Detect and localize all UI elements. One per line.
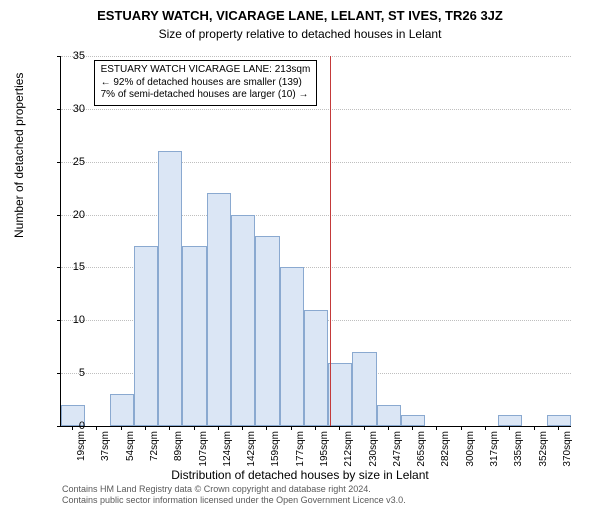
- ytick-label: 0: [55, 420, 85, 432]
- ytick-label: 30: [55, 103, 85, 115]
- ytick-label: 20: [55, 209, 85, 221]
- xtick-label: 72sqm: [149, 431, 160, 461]
- histogram-bar: [158, 151, 182, 426]
- xtick-mark: [315, 426, 316, 430]
- xtick-label: 300sqm: [465, 431, 476, 467]
- plot-region: [60, 56, 571, 427]
- xtick-label: 159sqm: [270, 431, 281, 467]
- xtick-label: 107sqm: [198, 431, 209, 467]
- xtick-label: 212sqm: [343, 431, 354, 467]
- ytick-label: 5: [55, 367, 85, 379]
- ytick-label: 25: [55, 156, 85, 168]
- xtick-label: 195sqm: [319, 431, 330, 467]
- xtick-mark: [121, 426, 122, 430]
- chart-area: ESTUARY WATCH VICARAGE LANE: 213sqm ← 92…: [60, 56, 570, 426]
- ytick-label: 35: [55, 50, 85, 62]
- gridline: [61, 215, 571, 216]
- histogram-bar: [377, 405, 401, 426]
- histogram-bar: [401, 415, 425, 426]
- xtick-mark: [339, 426, 340, 430]
- xtick-label: 89sqm: [173, 431, 184, 461]
- xtick-mark: [412, 426, 413, 430]
- xtick-mark: [388, 426, 389, 430]
- xtick-mark: [461, 426, 462, 430]
- xtick-label: 230sqm: [368, 431, 379, 467]
- histogram-bar: [182, 246, 206, 426]
- histogram-bar: [280, 267, 304, 426]
- xtick-label: 177sqm: [295, 431, 306, 467]
- xtick-label: 352sqm: [538, 431, 549, 467]
- xtick-label: 124sqm: [222, 431, 233, 467]
- gridline: [61, 56, 571, 57]
- xtick-mark: [485, 426, 486, 430]
- y-axis-label: Number of detached properties: [12, 73, 26, 238]
- xtick-mark: [266, 426, 267, 430]
- footer-attribution: Contains HM Land Registry data © Crown c…: [62, 484, 406, 506]
- xtick-label: 54sqm: [125, 431, 136, 461]
- xtick-mark: [291, 426, 292, 430]
- reference-annotation: ESTUARY WATCH VICARAGE LANE: 213sqm ← 92…: [94, 60, 318, 106]
- xtick-mark: [218, 426, 219, 430]
- xtick-mark: [364, 426, 365, 430]
- xtick-label: 370sqm: [562, 431, 573, 467]
- xtick-label: 142sqm: [246, 431, 257, 467]
- histogram-bar: [304, 310, 328, 426]
- gridline: [61, 109, 571, 110]
- xtick-label: 335sqm: [513, 431, 524, 467]
- histogram-bar: [207, 193, 231, 426]
- annot-line1: ESTUARY WATCH VICARAGE LANE: 213sqm: [101, 64, 311, 77]
- ytick-label: 15: [55, 261, 85, 273]
- histogram-bar: [547, 415, 571, 426]
- xtick-label: 19sqm: [76, 431, 87, 461]
- histogram-bar: [352, 352, 376, 426]
- xtick-mark: [169, 426, 170, 430]
- xtick-label: 247sqm: [392, 431, 403, 467]
- histogram-bar: [498, 415, 522, 426]
- histogram-bar: [328, 363, 352, 426]
- xtick-label: 37sqm: [100, 431, 111, 461]
- footer-line1: Contains HM Land Registry data © Crown c…: [62, 484, 406, 495]
- ytick-label: 10: [55, 314, 85, 326]
- xtick-label: 265sqm: [416, 431, 427, 467]
- xtick-mark: [242, 426, 243, 430]
- xtick-mark: [96, 426, 97, 430]
- reference-line: [330, 56, 331, 426]
- annot-line2: ← 92% of detached houses are smaller (13…: [101, 77, 311, 90]
- chart-title: ESTUARY WATCH, VICARAGE LANE, LELANT, ST…: [0, 8, 600, 23]
- xtick-label: 282sqm: [440, 431, 451, 467]
- x-axis-label: Distribution of detached houses by size …: [0, 468, 600, 482]
- gridline: [61, 162, 571, 163]
- histogram-bar: [110, 394, 134, 426]
- footer-line2: Contains public sector information licen…: [62, 495, 406, 506]
- xtick-mark: [558, 426, 559, 430]
- histogram-bar: [231, 215, 255, 426]
- xtick-mark: [509, 426, 510, 430]
- histogram-bar: [134, 246, 158, 426]
- xtick-mark: [194, 426, 195, 430]
- xtick-mark: [145, 426, 146, 430]
- chart-subtitle: Size of property relative to detached ho…: [0, 27, 600, 41]
- chart-container: ESTUARY WATCH, VICARAGE LANE, LELANT, ST…: [0, 8, 600, 508]
- xtick-label: 317sqm: [489, 431, 500, 467]
- xtick-mark: [436, 426, 437, 430]
- xtick-mark: [534, 426, 535, 430]
- histogram-bar: [255, 236, 279, 426]
- annot-line3: 7% of semi-detached houses are larger (1…: [101, 89, 311, 102]
